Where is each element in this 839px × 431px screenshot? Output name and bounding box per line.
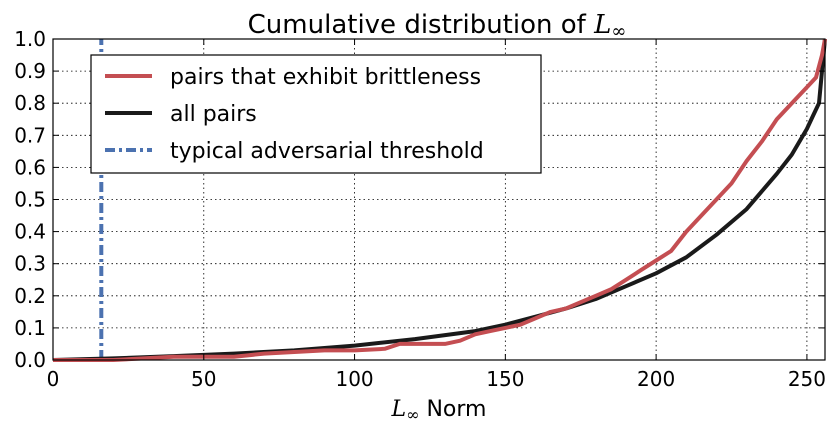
y-tick-label: 0.6 (14, 155, 46, 179)
x-tick-label: 200 (637, 367, 675, 391)
y-tick-label: 0.9 (14, 59, 46, 83)
series-line-0 (53, 38, 827, 362)
y-tick-label: 0.1 (14, 316, 46, 340)
y-tick-label: 0.3 (14, 252, 46, 276)
x-tick-label: 150 (486, 367, 524, 391)
chart-title: Cumulative distribution of L∞ (248, 10, 627, 42)
y-tick-label: 0.7 (14, 123, 46, 147)
legend-box (90, 54, 542, 174)
legend: pairs that exhibit brittleness all pairs t… (90, 54, 542, 174)
y-tick-label: 0.5 (14, 188, 46, 212)
y-tick-label: 0.2 (14, 284, 46, 308)
x-tick-label: 250 (788, 367, 826, 391)
y-tick-label: 0.4 (14, 220, 46, 244)
y-tick-label: 0.8 (14, 91, 46, 115)
x-axis-label: L∞ Norm (391, 397, 487, 424)
ticks: 0 50 100 150 200 250 0.0 0.1 0.2 0.3 0.4 0.5 0.6 0.7 0… (14, 27, 826, 391)
y-tick-label: 1.0 (14, 27, 46, 51)
x-tick-label: 100 (335, 367, 373, 391)
x-tick-label: 50 (191, 367, 216, 391)
legend-label: typical adversarial threshold (170, 139, 484, 164)
y-tick-label: 0.0 (14, 348, 46, 372)
x-tick-label: 0 (47, 367, 60, 391)
legend-label: all pairs (170, 102, 257, 127)
legend-label: pairs that exhibit brittleness (170, 65, 481, 90)
